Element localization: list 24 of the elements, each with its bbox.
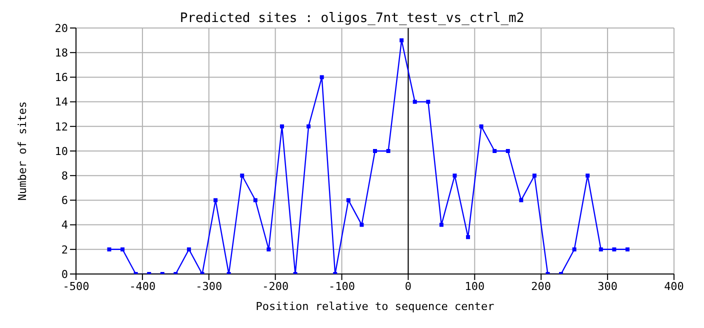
x-tick-label: -400 xyxy=(129,280,156,293)
x-tick-label: -100 xyxy=(328,280,356,293)
y-tick-label: 14 xyxy=(54,96,68,109)
y-tick-label: 16 xyxy=(54,71,68,84)
y-tick-label: 6 xyxy=(61,194,68,208)
chart-title: Predicted sites : oligos_7nt_test_vs_ctrl_m2 xyxy=(180,11,524,26)
y-tick-label: 4 xyxy=(61,218,68,232)
x-tick-label: 100 xyxy=(464,280,485,293)
y-tick-label: 10 xyxy=(54,144,68,158)
y-tick-label: 20 xyxy=(54,22,68,35)
y-tick-label: 8 xyxy=(61,170,68,183)
x-tick-label: -300 xyxy=(196,280,222,293)
x-tick-label: -500 xyxy=(62,280,90,293)
y-axis-title: Number of sites xyxy=(16,101,29,201)
y-tick-label: 18 xyxy=(54,46,68,60)
y-tick-label: 12 xyxy=(54,120,68,134)
y-tick-label: 2 xyxy=(61,243,68,256)
x-axis-title: Position relative to sequence center xyxy=(256,300,495,313)
x-tick-label: 200 xyxy=(531,280,552,293)
x-tick-label: 300 xyxy=(598,280,618,293)
x-tick-label: -200 xyxy=(262,280,289,293)
y-tick-label: 0 xyxy=(61,268,68,281)
x-tick-label: 400 xyxy=(664,280,684,293)
x-tick-label: 0 xyxy=(404,280,412,293)
